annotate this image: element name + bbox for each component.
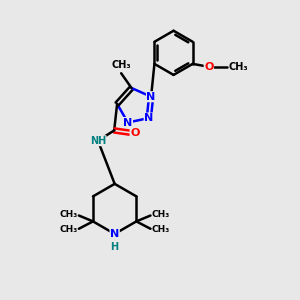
Text: N: N <box>110 229 119 239</box>
Text: N: N <box>123 118 133 128</box>
Text: CH₃: CH₃ <box>228 62 248 72</box>
Text: CH₃: CH₃ <box>59 210 77 219</box>
Text: H: H <box>111 242 119 252</box>
Text: O: O <box>204 62 214 72</box>
Text: CH₃: CH₃ <box>152 225 170 234</box>
Text: CH₃: CH₃ <box>59 225 77 234</box>
Text: NH: NH <box>90 136 106 146</box>
Text: CH₃: CH₃ <box>111 60 131 70</box>
Text: N: N <box>144 113 154 123</box>
Text: CH₃: CH₃ <box>152 210 170 219</box>
Text: N: N <box>146 92 156 102</box>
Text: O: O <box>130 128 140 138</box>
